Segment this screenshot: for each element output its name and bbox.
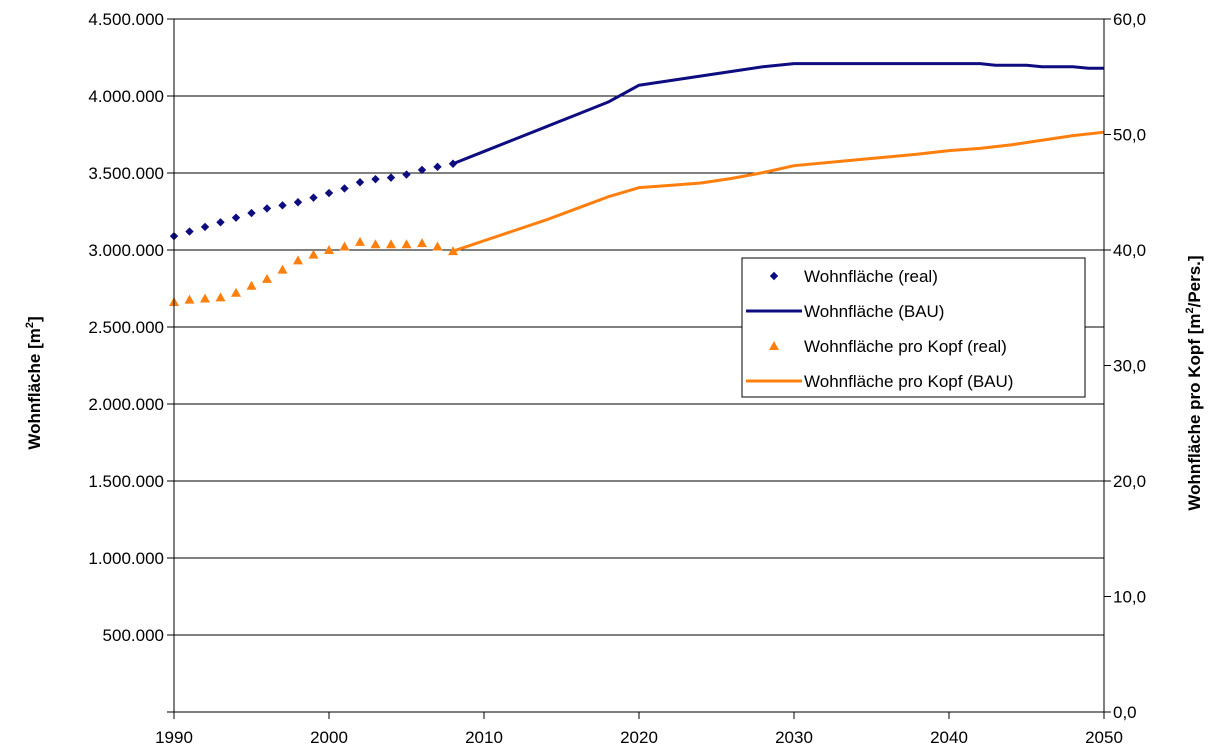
data-point-marker	[247, 208, 256, 218]
data-point-marker	[324, 188, 334, 198]
data-point-marker	[200, 222, 210, 232]
data-point-marker	[432, 241, 443, 251]
y-right-tick-label: 0,0	[1113, 703, 1137, 722]
y-left-tick-label: 4.000.000	[88, 87, 164, 106]
legend-label: Wohnfläche pro Kopf (BAU)	[804, 372, 1013, 391]
data-point-marker	[308, 249, 319, 259]
data-point-marker	[340, 184, 349, 193]
data-point-marker	[262, 273, 272, 283]
data-point-marker	[200, 293, 210, 303]
series-line	[452, 62, 1104, 166]
legend-label: Wohnfläche (BAU)	[804, 302, 944, 321]
y-right-tick-label: 30,0	[1113, 357, 1146, 376]
data-point-marker	[216, 218, 225, 227]
y-left-axis-title: Wohnfläche [m2]	[24, 316, 44, 449]
series-1	[452, 62, 1104, 166]
data-point-marker	[309, 193, 318, 202]
y-left-tick-label: 4.500.000	[88, 10, 164, 29]
y-right-axis-title: Wohnfläche pro Kopf [m2/Pers.]	[1184, 255, 1204, 510]
y-left-tick-label: 1.500.000	[88, 472, 164, 491]
x-tick-label: 2040	[930, 728, 968, 747]
axes	[167, 18, 1111, 719]
series-2	[169, 236, 458, 306]
data-point-marker	[185, 227, 194, 236]
x-tick-label: 2050	[1085, 728, 1123, 747]
x-tick-label: 2020	[620, 728, 658, 747]
data-point-marker	[231, 213, 241, 222]
y-left-tick-label: 2.500.000	[88, 318, 164, 337]
data-point-marker	[433, 162, 442, 172]
tick-labels: 500.000 1.000.000 1.500.000 2.000.000 2.500.…	[88, 10, 1146, 747]
x-tick-label: 1990	[155, 728, 193, 747]
data-point-marker	[215, 292, 226, 302]
legend-label: Wohnfläche pro Kopf (real)	[804, 337, 1007, 356]
y-right-tick-label: 50,0	[1113, 126, 1146, 145]
data-point-marker	[246, 280, 257, 290]
y-right-tick-label: 10,0	[1113, 588, 1146, 607]
data-point-marker	[277, 264, 288, 274]
legend-marker	[769, 341, 779, 350]
y-right-tick-label: 40,0	[1113, 241, 1146, 260]
data-point-marker	[339, 241, 350, 251]
series-3	[452, 130, 1105, 253]
y-left-tick-label: 500.000	[103, 626, 164, 645]
legend: Wohnfläche (real) Wohnfläche (BAU) Wohnflä…	[741, 257, 1086, 398]
series-line	[452, 130, 1105, 253]
data-point-marker	[417, 165, 427, 175]
y-left-tick-label: 3.000.000	[88, 241, 164, 260]
data-point-marker	[262, 204, 272, 213]
data-point-marker	[355, 178, 365, 187]
data-point-marker	[386, 239, 396, 249]
y-left-tick-label: 3.500.000	[88, 164, 164, 183]
data-point-marker	[293, 198, 303, 207]
legend-label: Wohnfläche (real)	[804, 267, 938, 286]
data-point-marker	[278, 201, 287, 210]
x-tick-label: 2000	[310, 728, 348, 747]
data-point-marker	[371, 174, 380, 184]
series-layer	[169, 62, 1105, 306]
x-tick-label: 2030	[775, 728, 813, 747]
series-0	[169, 159, 458, 241]
x-tick-label: 2010	[465, 728, 503, 747]
data-point-marker	[402, 170, 411, 179]
legend-marker	[769, 271, 779, 281]
y-right-tick-label: 20,0	[1113, 472, 1146, 491]
data-point-marker	[293, 255, 303, 265]
data-point-marker	[370, 239, 381, 249]
data-point-marker	[355, 236, 365, 246]
data-point-marker	[184, 294, 195, 304]
data-point-marker	[401, 239, 412, 249]
data-point-marker	[417, 238, 427, 248]
y-right-tick-label: 60,0	[1113, 10, 1146, 29]
data-point-marker	[386, 173, 396, 182]
y-left-tick-label: 2.000.000	[88, 395, 164, 414]
y-left-tick-label: 1.000.000	[88, 549, 164, 568]
legend-box	[741, 257, 1086, 398]
data-point-marker	[324, 245, 334, 254]
data-point-marker	[231, 287, 241, 297]
